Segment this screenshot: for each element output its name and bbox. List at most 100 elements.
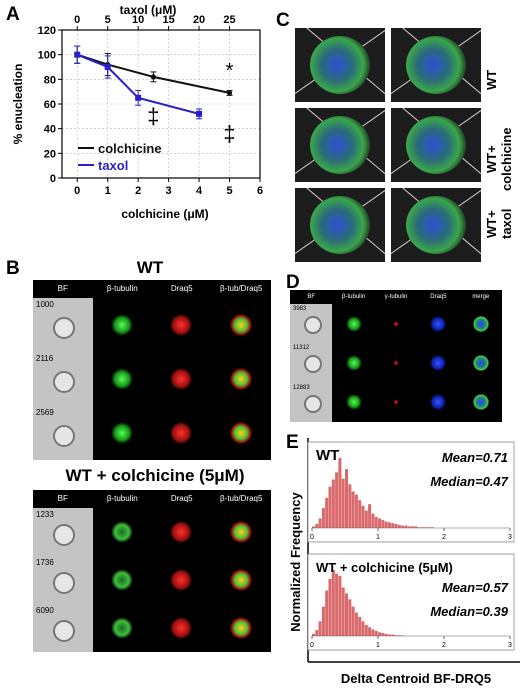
beta-tubulin-stain bbox=[345, 354, 362, 371]
significance-dagger: ‡ bbox=[223, 121, 235, 146]
histogram-median: Median=0.47 bbox=[430, 474, 508, 489]
channel-header: Draq5 bbox=[430, 294, 447, 300]
cell-image bbox=[92, 508, 152, 556]
data-point-colchicine bbox=[226, 90, 233, 96]
histogram-bar bbox=[318, 518, 322, 528]
centroid-histogram-chart: 0 1 2 3 WT Mean=0.71 Median=0.47 0 1 2 3 WT + colch… bbox=[288, 438, 520, 686]
series-line-taxol bbox=[76, 53, 200, 115]
histogram-tick-label: 2 bbox=[442, 642, 446, 649]
histogram-bar bbox=[351, 606, 355, 636]
histogram-bar bbox=[394, 524, 398, 528]
histogram-mean: Mean=0.71 bbox=[442, 450, 508, 465]
merge-stain bbox=[472, 315, 489, 332]
histogram-bar bbox=[348, 484, 352, 528]
histogram-bar bbox=[384, 521, 388, 528]
histogram-bar bbox=[401, 525, 405, 528]
cell-image bbox=[92, 352, 152, 406]
histogram-bar bbox=[325, 590, 329, 636]
channel-header: β-tub/Draq5 bbox=[220, 494, 263, 503]
cell-image bbox=[152, 352, 212, 406]
brightfield-cell bbox=[53, 620, 75, 642]
cell-image: 2569 bbox=[33, 406, 93, 460]
cell-image bbox=[92, 298, 152, 352]
x2-tick-label: 10 bbox=[132, 14, 144, 26]
y-tick-label: 40 bbox=[44, 124, 56, 136]
histogram-bar bbox=[374, 630, 378, 636]
panel-b-wt-grid: BF β-tubulin Draq5 β-tub/Draq5 1000 2116 2569 bbox=[33, 280, 271, 462]
gamma-tubulin-stain bbox=[392, 399, 399, 406]
significance-dagger: ‡ bbox=[147, 104, 159, 129]
x-tick-label: 0 bbox=[74, 185, 80, 197]
histogram-bar bbox=[328, 486, 332, 528]
x2-tick-label: 5 bbox=[105, 14, 111, 26]
tubulin-stain bbox=[110, 314, 133, 336]
histogram-bar bbox=[381, 633, 385, 636]
x2-tick-label: 15 bbox=[162, 14, 174, 26]
histogram-bar bbox=[381, 520, 385, 528]
cell-image bbox=[459, 343, 502, 383]
cell-image bbox=[211, 298, 271, 352]
brightfield-cell bbox=[53, 317, 75, 339]
histogram-tick-label: 3 bbox=[508, 642, 512, 649]
tubulin-stain bbox=[110, 569, 133, 591]
histogram-bar bbox=[391, 634, 395, 636]
histogram-bar bbox=[312, 633, 315, 636]
cell-image: 1736 bbox=[33, 556, 93, 604]
channel-header-row: BF β-tubulin Draq5 β-tub/Draq5 bbox=[33, 280, 271, 298]
histogram-bar bbox=[345, 469, 348, 528]
panel-c-label-colchicine: WT+ colchicine bbox=[484, 127, 514, 191]
cell-image bbox=[374, 304, 418, 344]
channel-header: Draq5 bbox=[170, 494, 193, 503]
y-tick-label: 0 bbox=[50, 173, 56, 185]
cell-image bbox=[459, 304, 502, 344]
e-y-axis-label: Normalized Frequency bbox=[288, 492, 303, 632]
cell-image bbox=[374, 343, 418, 383]
brightfield-cell bbox=[304, 316, 322, 334]
cell-image: 6090 bbox=[33, 604, 93, 652]
legend-taxol-label: taxol bbox=[98, 158, 128, 173]
cell-image bbox=[211, 604, 271, 652]
panel-c-label-wt: WT bbox=[484, 69, 499, 91]
histogram-bar bbox=[387, 522, 391, 528]
cell-image bbox=[152, 406, 212, 460]
histogram-bar bbox=[364, 510, 368, 528]
channel-header: BF bbox=[57, 284, 68, 293]
cell-id: 2116 bbox=[36, 354, 54, 363]
histogram-tick-label: 1 bbox=[376, 642, 380, 649]
histogram-bar bbox=[391, 523, 395, 528]
gamma-tubulin-stain bbox=[392, 320, 399, 327]
histogram-bar bbox=[325, 497, 329, 528]
channel-header: γ-tubulin bbox=[384, 294, 408, 300]
histogram-mean: Mean=0.57 bbox=[442, 580, 509, 595]
histogram-bar bbox=[417, 527, 421, 528]
histogram-bar bbox=[420, 527, 424, 528]
merge-stain bbox=[472, 354, 489, 371]
y-tick-label: 120 bbox=[38, 25, 56, 37]
gamma-tubulin-stain bbox=[392, 359, 399, 366]
x-tick-label: 4 bbox=[196, 185, 203, 197]
histogram-bar bbox=[348, 599, 352, 636]
brightfield-cell bbox=[53, 371, 75, 393]
cell-image: 2116 bbox=[33, 352, 93, 406]
histogram-bar bbox=[411, 526, 414, 528]
histogram-median: Median=0.39 bbox=[430, 604, 508, 619]
cell-image bbox=[152, 556, 212, 604]
histogram-bar bbox=[338, 575, 342, 636]
histogram-bar bbox=[371, 513, 375, 528]
x2-axis-label: taxol (μM) bbox=[120, 3, 177, 17]
histogram-bar bbox=[427, 527, 431, 528]
cell-image bbox=[152, 298, 212, 352]
histogram-bar bbox=[328, 578, 332, 636]
cell-image: 1000 bbox=[33, 298, 93, 352]
histogram-bar bbox=[331, 479, 335, 528]
brightfield-cell bbox=[53, 524, 75, 546]
panel-c-label-taxol: WT+ taxol bbox=[484, 208, 514, 240]
histogram-tick-label: 0 bbox=[310, 534, 314, 541]
y-tick-label: 100 bbox=[38, 50, 56, 62]
histogram-bar bbox=[335, 472, 339, 528]
merge-stain bbox=[229, 368, 252, 390]
panel-d-grid: BF β-tubulin γ-tubulin Draq5 merge 3983 11312 1… bbox=[290, 290, 502, 422]
panel-label-e: E bbox=[286, 432, 299, 453]
